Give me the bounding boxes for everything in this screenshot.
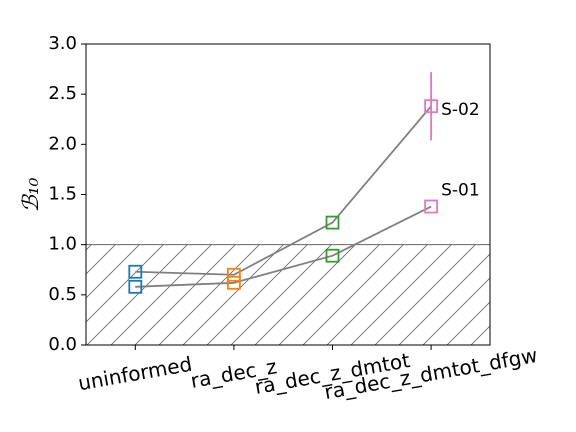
marker: [325, 248, 340, 263]
y-tick-label: 0.0: [48, 334, 77, 355]
marker: [424, 99, 439, 114]
y-tick-label: 3.0: [48, 33, 77, 54]
y-axis-label: ℬ₁₀: [19, 177, 44, 212]
series-line: [135, 105, 432, 276]
y-tick-label: 1.5: [48, 184, 77, 205]
marker: [226, 275, 241, 290]
y-tick-label: 1.0: [48, 234, 77, 255]
series-line: [135, 205, 432, 288]
series-label: S-01: [441, 181, 480, 201]
marker: [325, 215, 340, 230]
y-tick-label: 2.5: [48, 83, 77, 104]
marker: [424, 199, 439, 214]
marker: [128, 264, 143, 279]
y-tick-label: 2.0: [48, 133, 77, 154]
marker: [226, 267, 241, 282]
series-label: S-02: [441, 100, 480, 120]
x-tick-label: uninformed: [76, 352, 194, 396]
y-tick-label: 0.5: [48, 284, 77, 305]
marker: [128, 279, 143, 294]
plot-frame: [85, 43, 491, 346]
hatch-region: [86, 244, 490, 345]
